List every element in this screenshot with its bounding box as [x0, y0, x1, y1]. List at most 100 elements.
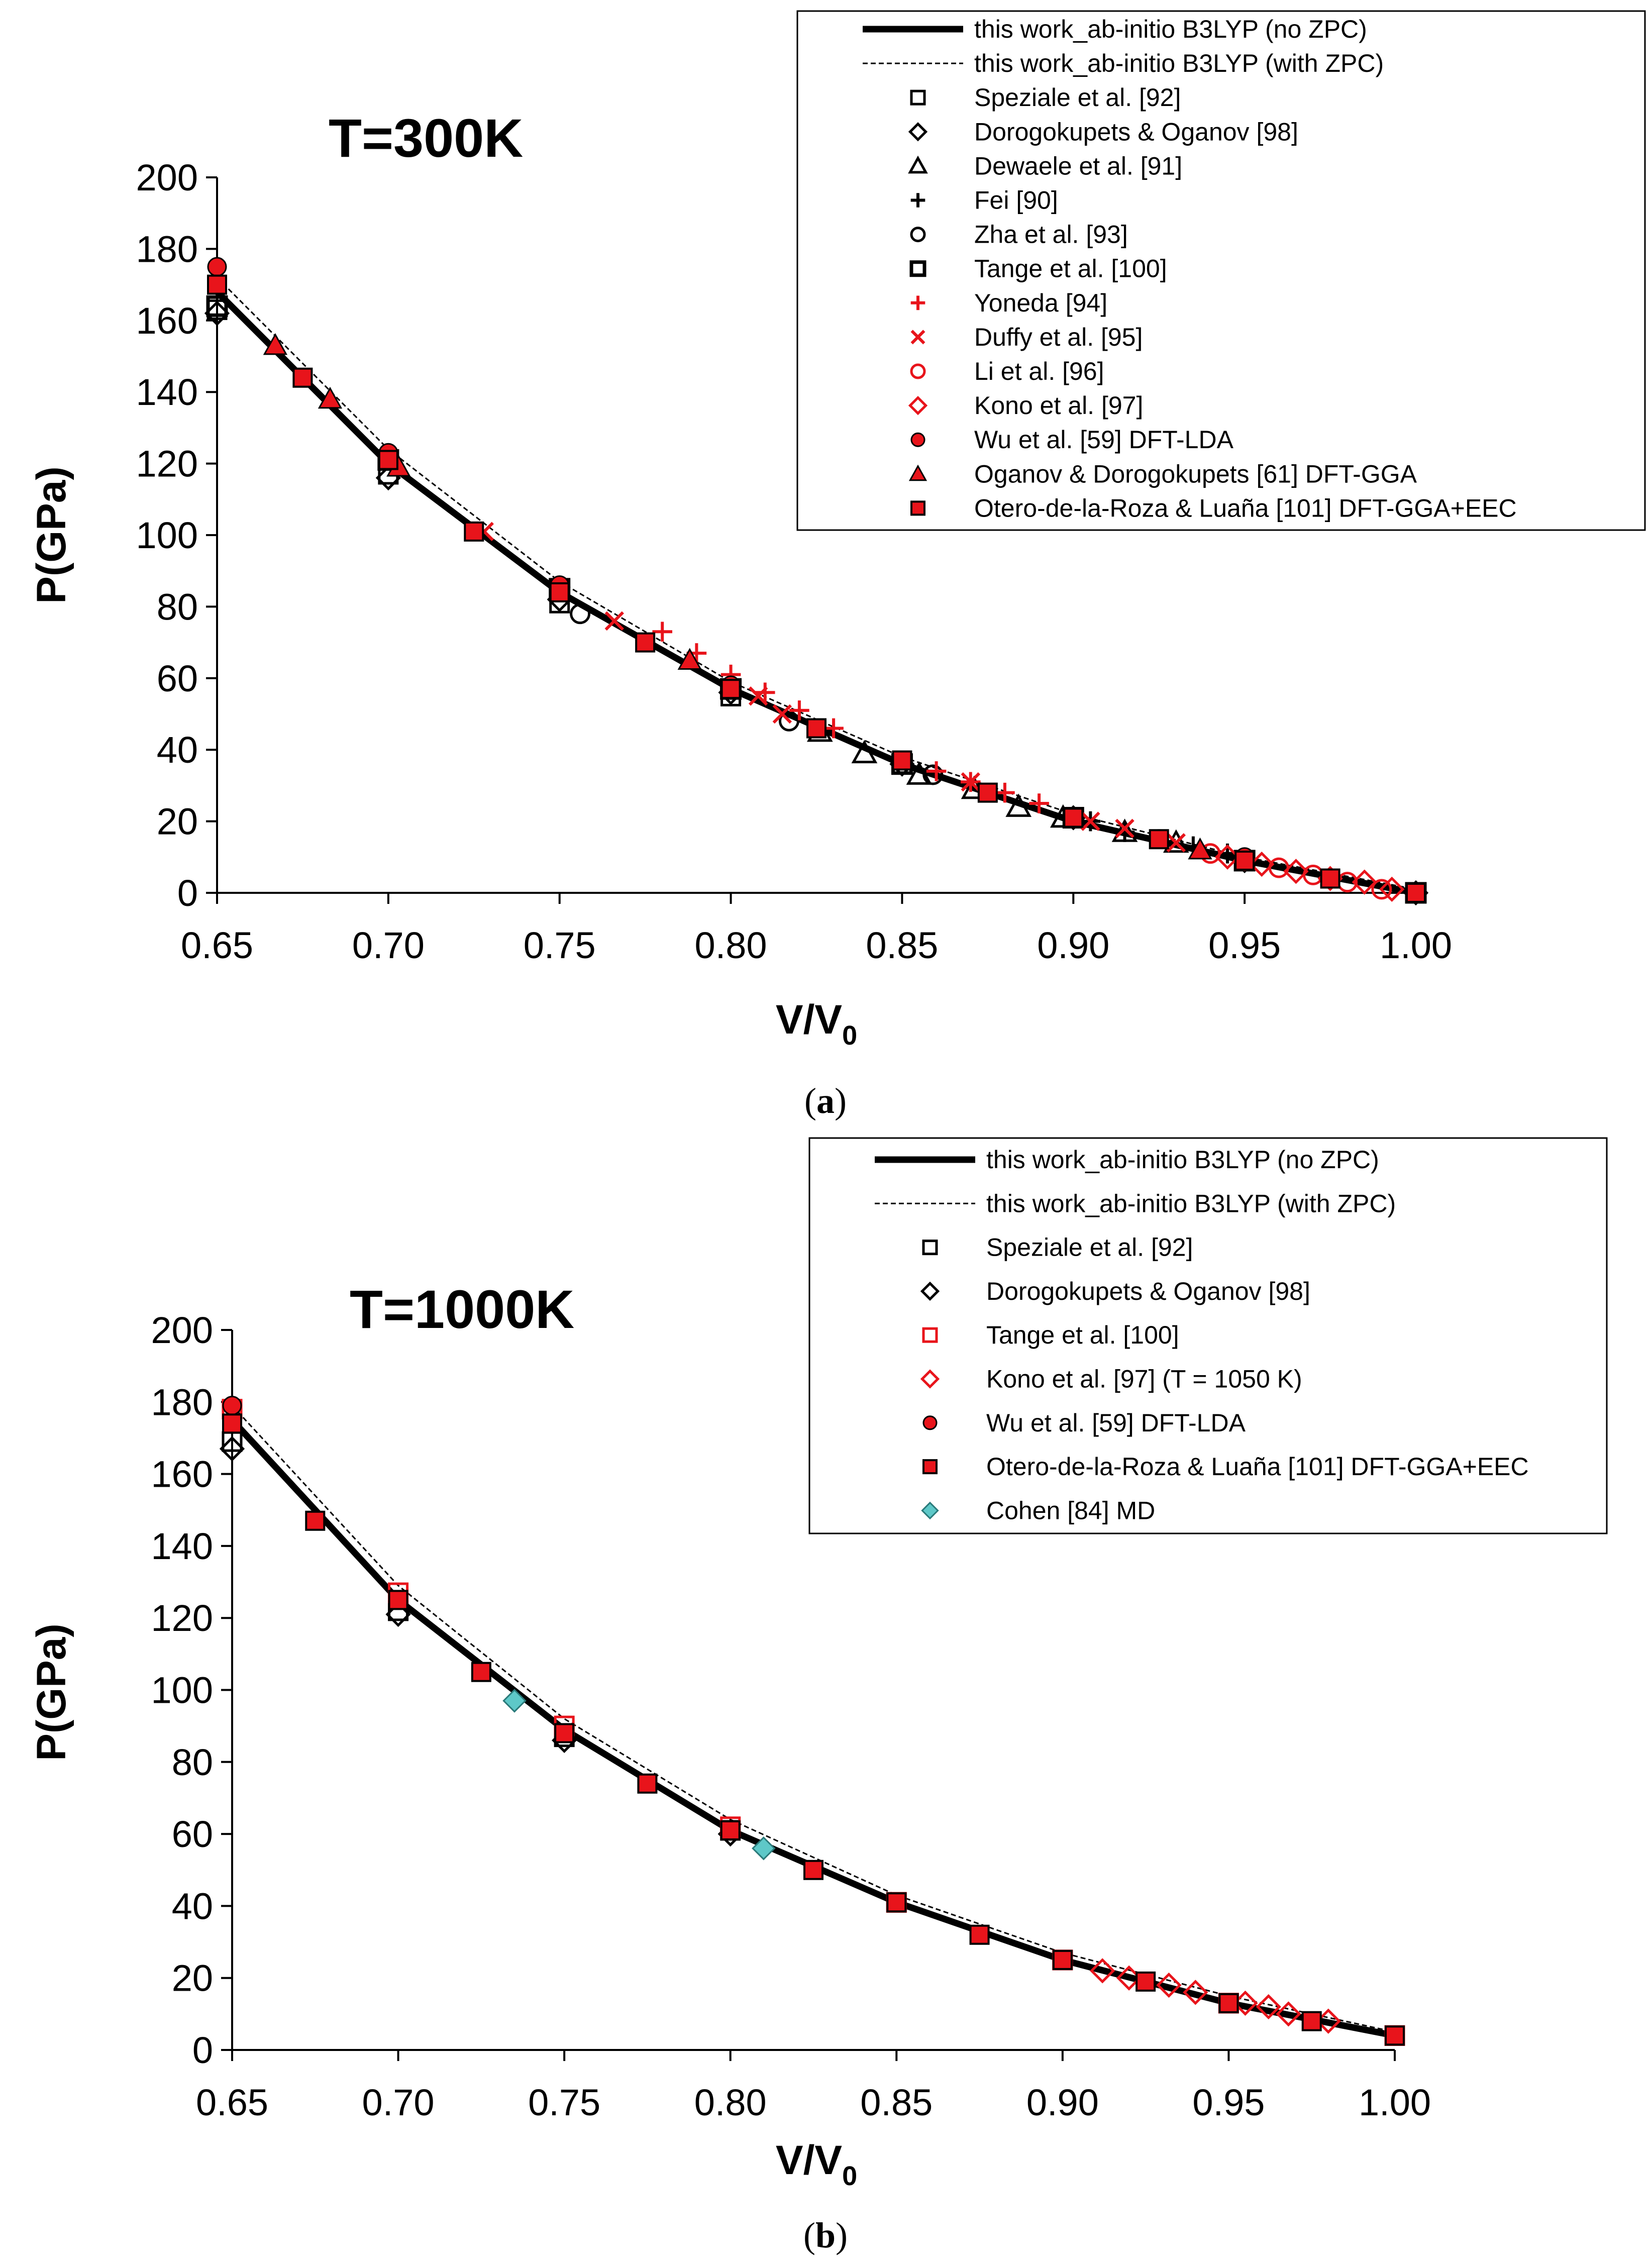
series-wu-et-al-59-dft-lda — [222, 1395, 242, 1415]
legend: this work_ab-initio B3LYP (no ZPC) this w… — [796, 10, 1646, 531]
y-axis-title: P(GPa) — [29, 1623, 74, 1761]
chart-panel-b: 0 20 40 60 80 100 120 140 160 180 200 0.65 0.70 0.75 0… — [29, 1137, 1608, 2255]
data-point — [755, 682, 775, 703]
legend-marker — [909, 260, 926, 277]
legend-label: Tange et al. [100] — [986, 1321, 1179, 1349]
legend-entry: this work_ab-initio B3LYP (no ZPC) — [875, 1146, 1379, 1174]
data-point — [977, 782, 998, 803]
y-tick-label: 40 — [157, 729, 198, 771]
legend-marker — [920, 1369, 940, 1389]
x-tick-label: 0.65 — [181, 924, 253, 966]
x-tick-label: 0.85 — [866, 924, 938, 966]
data-point — [806, 718, 827, 739]
legend-marker — [910, 363, 926, 379]
data-point — [206, 295, 228, 317]
legend-marker — [910, 295, 925, 311]
y-tick-label: 0 — [192, 2029, 213, 2071]
y-tick-label: 60 — [157, 658, 198, 699]
legend-marker — [910, 500, 925, 516]
data-point — [748, 686, 768, 706]
data-point — [803, 1860, 823, 1880]
data-point — [1156, 1972, 1182, 1998]
x-tick-label: 1.00 — [1359, 2082, 1431, 2123]
legend-marker — [910, 227, 926, 243]
y-tick-label: 80 — [172, 1741, 213, 1783]
temperature-label: T=300K — [329, 108, 523, 168]
x-tick-label: 0.90 — [1037, 924, 1109, 966]
legend-entry: Yoneda [94] — [910, 289, 1107, 317]
x-axis-title-main: V/V — [776, 2137, 842, 2183]
data-point — [789, 700, 809, 721]
data-point — [652, 622, 673, 642]
x-tick-label: 0.80 — [694, 2082, 767, 2123]
y-tick-label: 20 — [157, 801, 198, 843]
x-tick-label: 1.00 — [1380, 924, 1452, 966]
legend-label: Yoneda [94] — [974, 289, 1107, 317]
caption-open-paren: ( — [804, 1081, 816, 1121]
data-point — [549, 582, 570, 602]
legend-marker — [908, 155, 928, 174]
legend-entry: Zha et al. [93] — [910, 221, 1128, 249]
y-tick-label: 20 — [172, 1958, 213, 1999]
series-yoneda-94 — [652, 622, 1049, 813]
data-point — [471, 1662, 491, 1682]
x-tick-label: 0.95 — [1192, 2082, 1265, 2123]
legend-label: Speziale et al. [92] — [986, 1233, 1193, 1262]
data-point — [1052, 1949, 1073, 1970]
legend-marker — [910, 330, 925, 345]
data-point — [207, 257, 227, 277]
data-point — [388, 1590, 408, 1610]
series-zha-et-al-93 — [570, 603, 944, 785]
legend-entry: Tange et al. [100] — [909, 255, 1167, 283]
legend-label: Dorogokupets & Oganov [98] — [974, 118, 1298, 146]
x-tick-label: 0.70 — [362, 2082, 435, 2123]
data-point — [1301, 2011, 1322, 2031]
legend-entry: Cohen [84] MD — [921, 1496, 1155, 1524]
y-tick-label: 180 — [136, 228, 198, 270]
data-point — [222, 1413, 242, 1434]
panel-caption: (b) — [803, 2215, 848, 2255]
data-point — [204, 300, 230, 326]
legend-entry: Kono et al. [97] — [908, 391, 1143, 420]
y-tick-label: 160 — [151, 1454, 213, 1495]
x-tick-label: 0.65 — [196, 2082, 268, 2123]
x-tick-label: 0.75 — [528, 2082, 600, 2123]
data-point — [1115, 818, 1134, 839]
data-point — [1163, 829, 1189, 853]
legend-label: this work_ab-initio B3LYP (with ZPC) — [986, 1189, 1396, 1217]
data-point — [464, 521, 484, 542]
data-point — [219, 1436, 245, 1462]
data-point — [637, 1773, 658, 1794]
data-point — [207, 274, 227, 295]
y-axis-title: P(GPa) — [29, 466, 74, 603]
legend-marker — [908, 122, 928, 142]
legend-entry: Speziale et al. [92] — [922, 1233, 1193, 1262]
data-point — [720, 679, 741, 699]
legend-entry: Dorogokupets & Oganov [98] — [908, 118, 1298, 146]
data-point — [1283, 859, 1309, 884]
data-point — [222, 1395, 242, 1415]
legend-entry: Dewaele et al. [91] — [908, 152, 1182, 180]
data-point — [1188, 837, 1212, 860]
series-otero-de-la-roza-lua-a-101-dft-gga-eec — [207, 274, 1426, 903]
data-point — [554, 1723, 575, 1743]
legend-label: Fei [90] — [974, 186, 1058, 215]
legend-label: Otero-de-la-Roza & Luaña [101] DFT-GGA+E… — [974, 494, 1517, 522]
legend-marker — [921, 1501, 939, 1520]
legend-label: Li et al. [96] — [974, 357, 1104, 385]
legend-label: Kono et al. [97] — [974, 391, 1143, 420]
data-point — [926, 761, 947, 781]
legend-label: Wu et al. [59] DFT-LDA — [986, 1409, 1246, 1437]
legend-marker — [910, 432, 925, 447]
legend-marker — [922, 1240, 938, 1256]
legend-entry: this work_ab-initio B3LYP (with ZPC) — [875, 1189, 1396, 1217]
legend-entry: this work_ab-initio B3LYP (with ZPC) — [863, 49, 1384, 77]
caption-letter: a — [816, 1081, 835, 1121]
x-axis-title-subscript: 0 — [842, 2161, 857, 2191]
legend-label: Kono et al. [97] (T = 1050 K) — [986, 1365, 1302, 1393]
data-point — [1320, 868, 1340, 889]
legend-label: Otero-de-la-Roza & Luaña [101] DFT-GGA+E… — [986, 1453, 1529, 1481]
series-otero-de-la-roza-lua-a-101-dft-gga-eec — [222, 1413, 1405, 2046]
legend-entry: Li et al. [96] — [910, 357, 1104, 385]
data-point — [922, 764, 944, 785]
